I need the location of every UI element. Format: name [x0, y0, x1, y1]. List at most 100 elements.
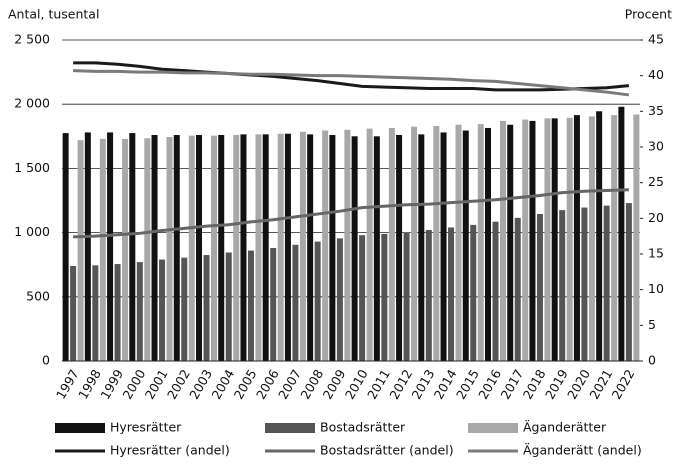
y2-tick-label: 5	[648, 317, 656, 332]
y2-tick-label: 0	[648, 353, 656, 368]
bar	[70, 265, 77, 361]
bar	[507, 124, 514, 361]
bar	[551, 118, 558, 361]
bar	[440, 132, 447, 361]
bar	[603, 205, 610, 361]
bar	[218, 135, 225, 361]
bar	[196, 135, 202, 361]
bar	[485, 127, 491, 361]
bar	[292, 244, 299, 361]
y-tick-label: 500	[26, 288, 50, 303]
bar	[492, 221, 499, 361]
line	[73, 69, 630, 97]
legend-swatch	[55, 423, 105, 433]
y2-tick-label: 20	[648, 210, 664, 225]
y-tick-label: 2 500	[14, 32, 50, 47]
y2-tick-label: 30	[648, 139, 664, 154]
bar	[99, 138, 106, 361]
bar	[366, 128, 373, 361]
bar	[255, 134, 262, 361]
bar	[240, 134, 247, 361]
line	[73, 188, 629, 239]
y-tick-label: 0	[42, 353, 50, 368]
bar	[107, 132, 114, 361]
bar	[136, 262, 143, 361]
bar	[211, 135, 217, 361]
bar	[403, 232, 410, 361]
bar	[299, 131, 306, 361]
bar	[329, 135, 336, 361]
bar	[581, 207, 588, 361]
bar	[307, 134, 314, 361]
bar	[314, 241, 321, 361]
bar	[114, 264, 121, 361]
bar	[277, 133, 284, 361]
y-axis-label: Antal, tusental	[8, 7, 99, 22]
y2-tick-label: 10	[648, 281, 664, 296]
bar	[418, 134, 425, 361]
bar	[225, 252, 232, 361]
bar	[233, 135, 240, 361]
legend-label: Hyresrätter	[110, 420, 182, 435]
bar	[448, 227, 455, 361]
bar	[84, 132, 91, 361]
y2-tick-label: 35	[648, 103, 664, 118]
legend-label: Bostadsrätter	[320, 420, 406, 435]
bar	[77, 140, 84, 361]
bar	[344, 129, 351, 361]
legend-label: Bostadsrätter (andel)	[320, 443, 454, 458]
line	[73, 61, 630, 92]
bar	[411, 126, 418, 361]
bar	[396, 135, 403, 361]
y2-tick-label: 40	[648, 67, 664, 82]
bar	[166, 136, 173, 361]
bar	[270, 248, 277, 361]
bar	[322, 130, 329, 361]
bar	[62, 133, 69, 361]
bar	[336, 238, 343, 361]
bar	[559, 210, 566, 361]
y2-axis-label: Procent	[625, 7, 672, 22]
bar	[351, 136, 358, 361]
bar	[129, 133, 136, 361]
legend-label: Hyresrätter (andel)	[110, 443, 230, 458]
bar	[500, 120, 506, 361]
bar	[588, 116, 595, 361]
bar	[381, 233, 388, 361]
bar	[247, 250, 254, 361]
bar	[203, 255, 210, 361]
bar	[173, 135, 180, 361]
bar	[566, 117, 573, 361]
bar	[151, 135, 158, 361]
legend-label: Äganderätt (andel)	[523, 443, 642, 458]
bar	[544, 118, 551, 361]
bar	[455, 124, 462, 361]
y-tick-label: 1 500	[14, 160, 50, 175]
legend-label: Äganderätter	[523, 420, 607, 435]
bar	[618, 106, 625, 361]
bar	[159, 259, 166, 361]
bar	[596, 111, 603, 362]
bar	[181, 257, 188, 361]
bar	[188, 135, 195, 361]
y2-tick-label: 15	[648, 246, 664, 261]
bar	[536, 213, 543, 361]
bar	[122, 138, 129, 361]
y-tick-label: 2 000	[14, 96, 50, 111]
bar	[462, 130, 469, 361]
x-tick-label: 2022	[609, 367, 638, 402]
bar	[470, 224, 477, 361]
bar	[284, 133, 291, 361]
bar	[633, 114, 640, 361]
bar	[425, 230, 432, 361]
legend-swatch	[468, 423, 518, 433]
bar	[477, 124, 484, 362]
bar	[625, 203, 632, 361]
bar	[522, 119, 529, 361]
bar	[388, 127, 395, 361]
y2-tick-label: 25	[648, 174, 664, 189]
y2-tick-label: 45	[648, 32, 664, 47]
bar	[144, 138, 151, 361]
bar	[611, 115, 618, 361]
